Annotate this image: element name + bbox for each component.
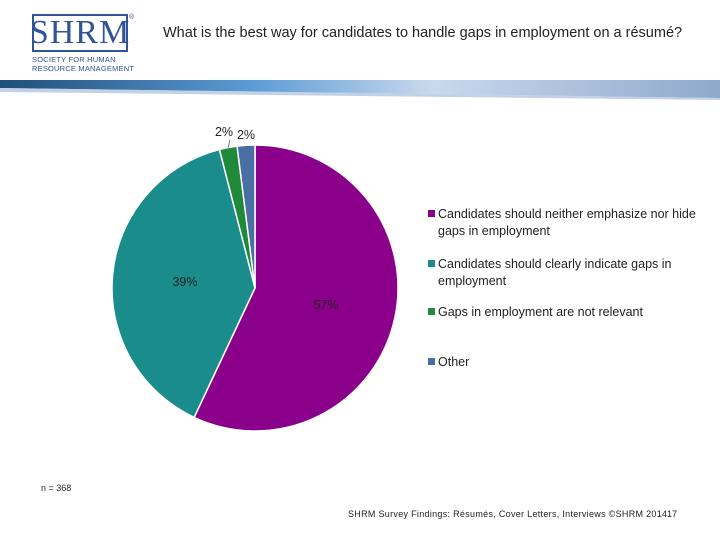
- pie-data-label-2: 39%: [172, 275, 197, 289]
- pie-data-label-1: 57%: [313, 298, 338, 312]
- header-banner: [0, 80, 720, 100]
- logo-box: SHRM: [29, 14, 131, 52]
- pie-data-label-3: 2%: [215, 125, 233, 139]
- logo-mark: SHRM: [29, 14, 131, 51]
- pie-data-label-4: 2%: [237, 128, 255, 142]
- legend-swatch-2: [428, 260, 435, 267]
- pie-slice-2: [111, 148, 256, 419]
- pie-slice-1: [193, 144, 399, 432]
- legend-label-2: Candidates should clearly indicate gaps …: [438, 257, 672, 288]
- pie-slice-4: [236, 144, 256, 289]
- pie-chart: 57% 39% 2% 2%: [111, 125, 399, 432]
- logo-subtitle: Society for Human Resource Management: [32, 55, 135, 73]
- shrm-logo: SHRM ® Society for Human Resource Manage…: [29, 14, 136, 78]
- legend-swatch-1: [428, 210, 435, 217]
- legend-swatch-4: [428, 358, 435, 365]
- legend-label-4: Other: [438, 355, 470, 369]
- sample-size-note: n = 368: [41, 483, 72, 493]
- page-title: What is the best way for candidates to h…: [163, 25, 683, 41]
- legend-label-1: Candidates should neither emphasize nor …: [438, 207, 696, 238]
- logo-registered-mark: ®: [129, 14, 135, 21]
- footer-source: SHRM Survey Findings: Résumés, Cover Let…: [348, 509, 668, 519]
- pie-label-leader-3: [227, 139, 231, 148]
- legend-label-3: Gaps in employment are not relevant: [438, 305, 643, 319]
- legend-swatch-3: [428, 308, 435, 315]
- page-number: 17: [667, 509, 678, 519]
